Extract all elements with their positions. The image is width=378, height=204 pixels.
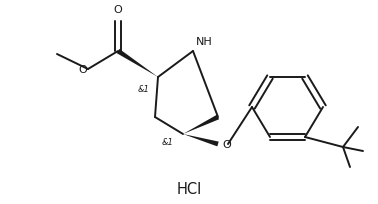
Text: NH: NH (196, 37, 213, 47)
Text: &1: &1 (138, 85, 150, 94)
Text: &1: &1 (162, 138, 174, 147)
Text: O: O (114, 5, 122, 15)
Text: O: O (78, 65, 87, 75)
Text: HCl: HCl (177, 182, 201, 196)
Polygon shape (183, 115, 219, 134)
Text: O: O (222, 139, 231, 149)
Polygon shape (183, 134, 219, 147)
Polygon shape (117, 50, 158, 78)
